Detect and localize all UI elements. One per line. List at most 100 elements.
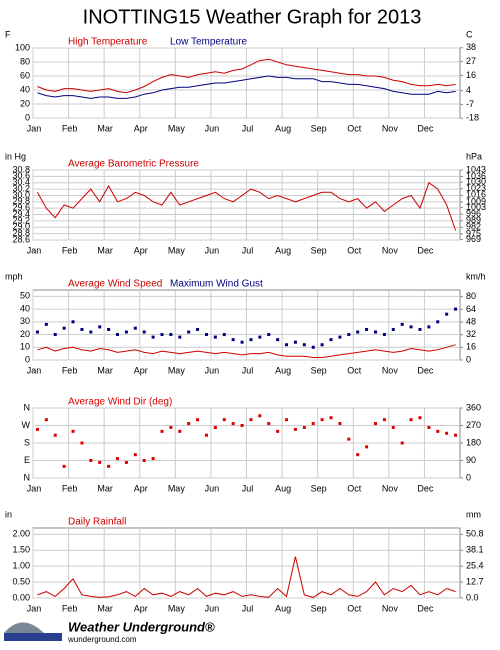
- series-dot: [267, 422, 271, 426]
- series-dot: [320, 343, 324, 347]
- x-tick-label: Mar: [97, 365, 113, 375]
- y-unit: in: [5, 509, 12, 519]
- series-dot: [258, 335, 262, 339]
- series-dot: [285, 418, 289, 422]
- x-tick-label: Oct: [347, 365, 362, 375]
- series-line: [37, 75, 456, 99]
- y2-tick-label: 1043: [466, 164, 486, 174]
- series-dot: [53, 333, 57, 337]
- x-tick-label: Aug: [275, 603, 291, 613]
- series-dot: [418, 327, 422, 331]
- y2-tick-label: 32: [466, 329, 476, 339]
- series-dot: [427, 325, 431, 329]
- series-dot: [222, 418, 226, 422]
- x-tick-label: Sep: [311, 365, 327, 375]
- series-dot: [436, 429, 440, 433]
- series-dot: [285, 343, 289, 347]
- series-dot: [400, 322, 404, 326]
- x-tick-label: Nov: [382, 365, 399, 375]
- y-tick-label: 50: [20, 291, 30, 301]
- y2-unit: km/h: [466, 271, 486, 281]
- x-tick-label: Mar: [97, 123, 113, 133]
- y2-unit: hPa: [466, 151, 482, 161]
- series-dot: [160, 333, 164, 337]
- y-tick-label: 40: [20, 303, 30, 313]
- y2-tick-label: 90: [466, 455, 476, 465]
- series-dot: [124, 460, 128, 464]
- series-dot: [356, 453, 360, 457]
- series-dot: [320, 418, 324, 422]
- y-tick-label: 0: [25, 112, 30, 122]
- logo-base: [4, 633, 62, 641]
- legend-entry: High Temperature: [68, 37, 148, 48]
- series-dot: [187, 422, 191, 426]
- series-dot: [213, 425, 217, 429]
- series-dot: [142, 459, 146, 462]
- series-dot: [311, 345, 315, 349]
- series-dot: [373, 422, 377, 426]
- y2-tick-label: 38: [466, 42, 476, 52]
- y-tick-label: 29.4: [12, 209, 30, 219]
- series-dot: [436, 320, 440, 324]
- y2-tick-label: 25.4: [466, 561, 484, 571]
- x-tick-label: Dec: [417, 603, 434, 613]
- legend-entry: Low Temperature: [170, 37, 248, 48]
- series-dot: [382, 418, 386, 422]
- x-tick-label: Jan: [27, 603, 42, 613]
- series-dot: [258, 414, 262, 418]
- y-tick-label: 20: [20, 329, 30, 339]
- x-tick-label: Jun: [205, 365, 220, 375]
- series-dot: [373, 330, 377, 334]
- series-dot: [249, 338, 253, 342]
- series-dot: [347, 333, 351, 337]
- y2-tick-label: 38.1: [466, 545, 484, 555]
- x-tick-label: Sep: [311, 603, 327, 613]
- x-tick-label: Oct: [347, 603, 362, 613]
- series-dot: [400, 441, 404, 445]
- x-tick-label: Jun: [205, 245, 220, 255]
- series-dot: [391, 425, 395, 429]
- series-dot: [418, 416, 422, 420]
- x-tick-label: Nov: [382, 603, 399, 613]
- series-dot: [89, 330, 93, 334]
- series-dot: [124, 330, 128, 334]
- y2-tick-label: 1030: [466, 177, 486, 187]
- y-tick-label: 2.00: [12, 529, 30, 539]
- series-line: [37, 58, 456, 94]
- x-tick-label: May: [168, 483, 186, 493]
- y2-tick-label: 64: [466, 304, 476, 314]
- y-tick-label: 30: [20, 316, 30, 326]
- series-line: [36, 181, 457, 231]
- x-tick-label: Sep: [311, 483, 327, 493]
- series-dot: [347, 437, 351, 441]
- x-tick-label: Dec: [417, 245, 434, 255]
- series-dot: [454, 307, 458, 311]
- series-dot: [249, 418, 253, 422]
- logo: [4, 622, 62, 641]
- series-dot: [169, 333, 173, 337]
- series-dot: [142, 330, 146, 334]
- series-dot: [382, 333, 386, 337]
- x-tick-label: Jul: [242, 365, 254, 375]
- series-dot: [240, 424, 244, 427]
- series-dot: [311, 422, 315, 426]
- series-dot: [338, 335, 342, 339]
- series-dot: [445, 431, 449, 435]
- series-dot: [44, 322, 48, 326]
- series-dot: [240, 340, 244, 344]
- series-dot: [62, 464, 66, 468]
- y2-tick-label: 16: [466, 342, 476, 352]
- series-dot: [178, 335, 182, 339]
- y2-tick-label: 270: [466, 420, 481, 430]
- y-tick-label: 29.2: [12, 215, 30, 225]
- y2-unit: C: [466, 29, 473, 39]
- y-tick-label: 0: [25, 354, 30, 364]
- y2-tick-label: 1009: [466, 196, 486, 206]
- series-dot: [356, 330, 360, 334]
- brand: Weather Underground®: [68, 619, 215, 634]
- y-unit: in Hg: [5, 151, 26, 161]
- y2-tick-label: 48: [466, 316, 476, 326]
- y2-tick-label: 1016: [466, 190, 486, 200]
- series-dot: [276, 429, 280, 433]
